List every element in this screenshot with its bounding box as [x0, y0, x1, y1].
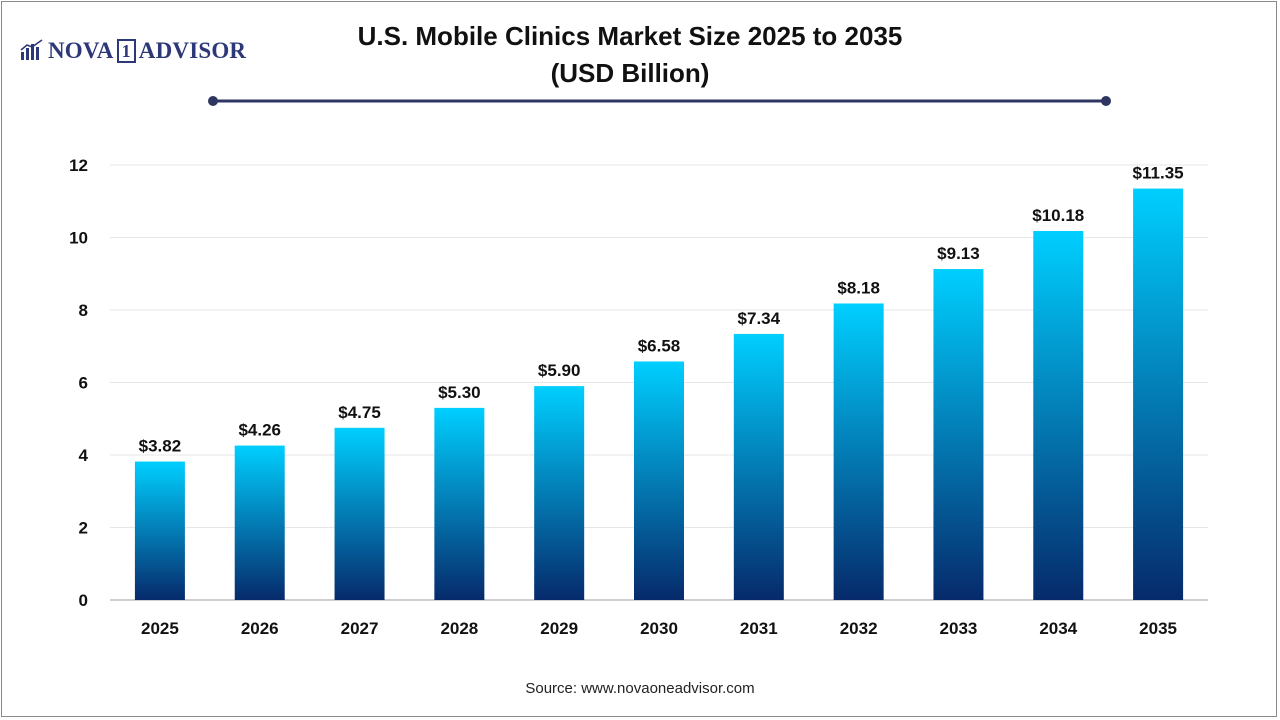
x-tick-label-2026: 2026 — [241, 619, 279, 638]
x-tick-label-2031: 2031 — [740, 619, 778, 638]
logo-badge: 1 — [116, 39, 136, 63]
logo-text-part2: ADVISOR — [138, 38, 247, 63]
data-label-2028: $5.30 — [438, 383, 481, 402]
data-label-2034: $10.18 — [1032, 206, 1084, 225]
bar-2028 — [434, 407, 485, 600]
x-tick-label-2029: 2029 — [540, 619, 578, 638]
chart-title: U.S. Mobile Clinics Market Size 2025 to … — [357, 21, 903, 51]
bar-2025 — [134, 461, 185, 600]
logo: NOVA 1 ADVISOR — [20, 36, 246, 66]
source-note: Source: www.novaoneadvisor.com — [525, 680, 755, 697]
bar-2035 — [1133, 188, 1184, 600]
data-label-2029: $5.90 — [538, 361, 581, 380]
x-tick-label-2033: 2033 — [940, 619, 978, 638]
data-label-2032: $8.18 — [837, 278, 880, 297]
title-rule — [208, 96, 1111, 106]
x-tick-label-2032: 2032 — [840, 619, 878, 638]
bar-2030 — [634, 361, 684, 600]
data-label-2027: $4.75 — [338, 403, 381, 422]
data-label-2031: $7.34 — [738, 309, 781, 328]
bar-2026 — [234, 445, 285, 600]
bar-2032 — [833, 303, 884, 600]
bar-2027 — [334, 427, 385, 600]
bar-2034 — [1033, 230, 1084, 600]
x-tick-label-2030: 2030 — [640, 619, 678, 638]
chart-subtitle: (USD Billion) — [550, 58, 710, 88]
x-tick-label-2034: 2034 — [1039, 619, 1077, 638]
y-tick-label: 6 — [79, 374, 88, 393]
bar-2033 — [933, 269, 984, 600]
logo-text-part1: NOVA — [48, 38, 114, 63]
bar-2029 — [534, 386, 585, 600]
y-tick-label: 10 — [69, 229, 88, 248]
x-tick-label-2035: 2035 — [1139, 619, 1177, 638]
data-label-2025: $3.82 — [139, 437, 182, 456]
y-tick-label: 8 — [79, 301, 88, 320]
data-label-2035: $11.35 — [1133, 164, 1184, 183]
bar-2031 — [733, 333, 784, 600]
data-label-2026: $4.26 — [238, 421, 281, 440]
y-tick-label: 2 — [79, 519, 88, 538]
logo-bars-icon — [20, 39, 43, 60]
y-tick-label: 4 — [79, 446, 89, 465]
x-tick-label-2028: 2028 — [440, 619, 478, 638]
data-label-2030: $6.58 — [638, 336, 681, 355]
x-tick-label-2027: 2027 — [341, 619, 379, 638]
x-tick-label-2025: 2025 — [141, 619, 179, 638]
y-tick-label: 0 — [79, 591, 88, 610]
y-tick-label: 12 — [69, 156, 88, 175]
data-label-2033: $9.13 — [937, 244, 980, 263]
